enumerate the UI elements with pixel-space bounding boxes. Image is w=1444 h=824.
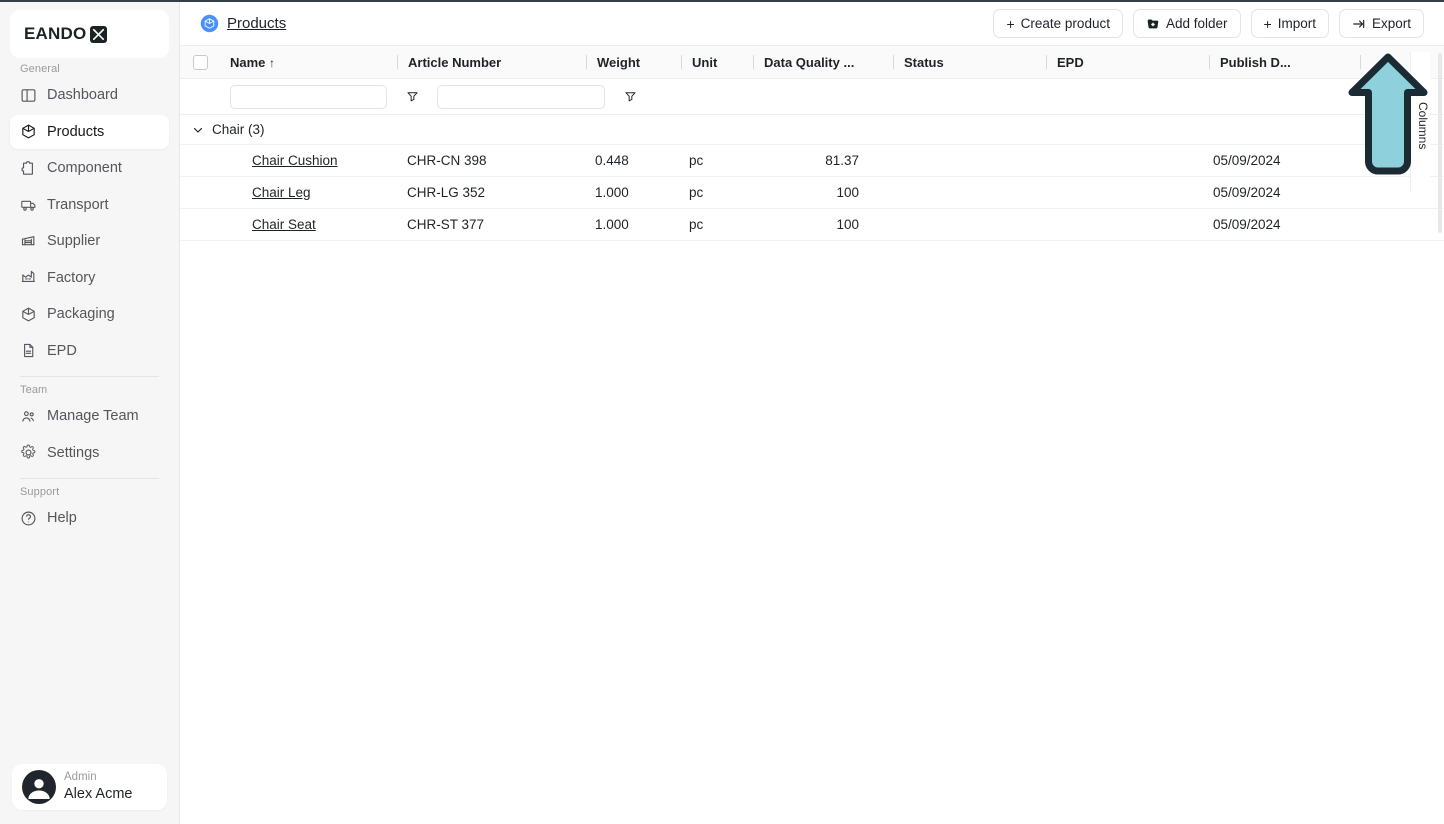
svg-text:EANDO: EANDO (24, 25, 86, 43)
